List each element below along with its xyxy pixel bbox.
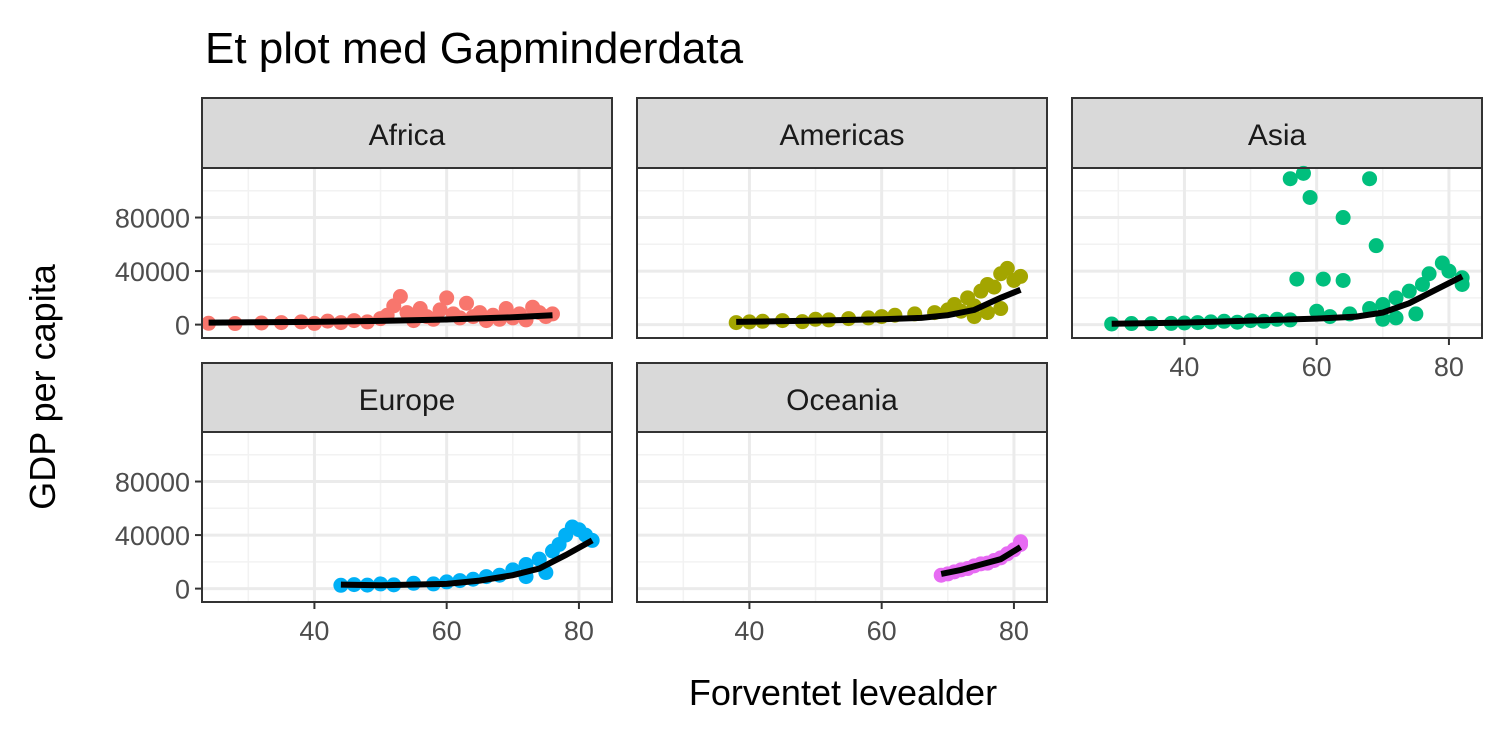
data-point <box>1414 276 1430 292</box>
data-point <box>1368 238 1384 254</box>
facet-strip <box>201 362 613 434</box>
trend-line <box>1111 273 1464 327</box>
x-tick-label: 60 <box>432 616 462 646</box>
trend-line <box>736 287 1022 325</box>
y-tick-label: 80000 <box>115 468 190 498</box>
trend-line <box>340 537 594 589</box>
trend-line <box>208 312 553 326</box>
data-point <box>1104 316 1120 332</box>
data-point <box>1013 534 1029 550</box>
data-point <box>392 289 408 305</box>
x-tick-label: 60 <box>1302 352 1332 382</box>
data-point <box>993 301 1009 317</box>
facet-oceania: Oceania 40 60 80 <box>636 362 1048 646</box>
data-point <box>1362 171 1378 187</box>
panel-border <box>1071 167 1483 339</box>
data-point <box>1302 189 1318 205</box>
data-point <box>1388 310 1404 326</box>
data-point <box>1013 268 1029 284</box>
trend-line <box>940 544 1023 577</box>
x-tick-label: 40 <box>299 616 329 646</box>
facet-asia: Asia 40 60 80 <box>1071 97 1483 382</box>
y-tick-label: 0 <box>175 311 190 341</box>
facet-strip-label: Asia <box>1248 119 1307 152</box>
data-point <box>1289 271 1305 287</box>
x-tick-label: 40 <box>734 616 764 646</box>
data-point <box>1315 271 1331 287</box>
panel-border <box>636 167 1048 339</box>
data-point <box>439 290 455 306</box>
x-tick-label: 60 <box>867 616 897 646</box>
chart-title: Et plot med Gapminderdata <box>205 24 744 73</box>
panel-border <box>201 431 613 603</box>
x-tick-label: 40 <box>1169 352 1199 382</box>
data-point <box>1335 210 1351 226</box>
data-point <box>1309 303 1325 319</box>
data-point <box>1441 263 1457 279</box>
x-tick-label: 80 <box>999 616 1029 646</box>
y-tick-label: 40000 <box>115 521 190 551</box>
data-point <box>531 551 547 567</box>
panel-border <box>636 431 1048 603</box>
y-tick-label: 80000 <box>115 204 190 234</box>
facet-strip <box>636 362 1048 434</box>
data-point <box>999 260 1015 276</box>
y-axis-title: GDP per capita <box>22 263 63 509</box>
data-point <box>1335 272 1351 288</box>
facet-strip <box>1071 97 1483 169</box>
data-point <box>1388 290 1404 306</box>
x-axis-title: Forventet levealder <box>689 672 997 713</box>
y-tick-label: 40000 <box>115 257 190 287</box>
facet-strip <box>636 97 1048 169</box>
data-point <box>459 295 475 311</box>
facet-strip-label: Americas <box>779 119 904 152</box>
panel-border <box>201 167 613 339</box>
data-point <box>1295 165 1311 181</box>
facet-strip-label: Africa <box>369 119 446 152</box>
x-tick-label: 80 <box>1434 352 1464 382</box>
facet-strip-label: Oceania <box>786 384 898 417</box>
x-tick-label: 80 <box>564 616 594 646</box>
facet-strip <box>201 97 613 169</box>
panel-background <box>637 432 1047 602</box>
data-point <box>1421 266 1437 282</box>
y-tick-label: 0 <box>175 575 190 605</box>
data-point <box>1282 171 1298 187</box>
data-point <box>1401 283 1417 299</box>
facet-europe: Europe 0 40000 80000 40 60 80 <box>115 362 613 646</box>
data-point <box>432 302 448 318</box>
facet-africa: Africa 0 40000 80000 <box>115 97 613 341</box>
data-point <box>986 279 1002 295</box>
facet-americas: Americas <box>636 97 1048 339</box>
facet-strip-label: Europe <box>359 384 456 417</box>
data-point <box>1408 306 1424 322</box>
data-point <box>333 577 349 593</box>
